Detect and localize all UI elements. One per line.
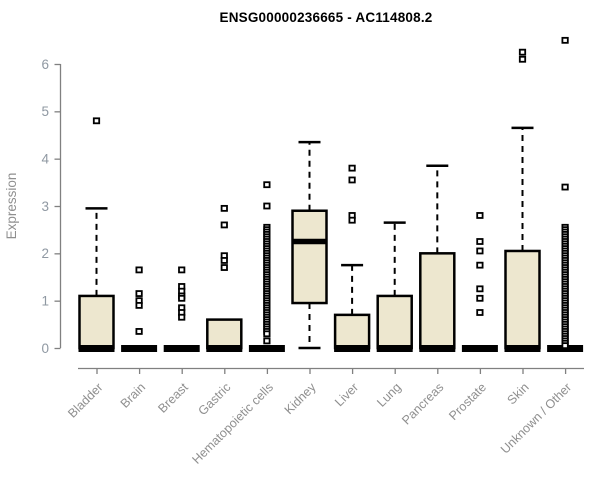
outlier-point [178,313,186,321]
outlier-point [348,216,356,224]
outlier-point [135,290,143,297]
chart-title: ENSG00000236665 - AC114808.2 [219,10,433,25]
box-group-lung [376,221,413,352]
box [333,313,371,350]
x-tick-label: Gastric [196,380,234,418]
outlier-point [476,285,484,293]
outlier-point [561,183,569,191]
x-tick-label: Bladder [65,380,105,420]
box-group-gastric [206,204,243,352]
y-axis-title: Expression [4,173,19,240]
y-tick-label: 4 [41,151,49,166]
x-tick-label: Hematopoietic cells [189,380,276,467]
median-line [248,345,285,352]
x-tick-label: Lung [374,380,404,410]
outlier-point [518,48,527,56]
outlier-point [476,261,484,269]
median-line [163,345,200,352]
x-tick-label: Pancreas [399,380,446,427]
median-line [78,345,115,352]
outlier-point [220,204,228,212]
outlier-point [263,330,271,338]
box-group-breast [163,266,200,352]
x-tick-label: Brain [118,380,149,411]
outlier-point [135,328,143,335]
outlier-point [178,294,186,302]
outlier-point [518,55,527,63]
x-tick-label: Breast [155,380,191,416]
box [376,294,413,350]
box-group-kidney [291,140,328,350]
outlier-point [178,266,186,274]
y-tick-label: 1 [41,293,49,308]
box [291,209,328,305]
x-tick-label: Liver [332,380,361,409]
median-line [376,345,413,352]
box-group-unknown-other [547,36,584,352]
outlier-point [135,266,143,274]
median-line [121,345,158,352]
outlier-point [476,212,484,219]
y-tick-label: 3 [41,199,49,214]
y-tick-label: 5 [41,104,49,119]
y-tick-label: 6 [41,57,49,72]
box [419,252,456,350]
outlier-point [263,202,271,210]
box [78,294,115,350]
box-group-bladder [78,117,115,352]
outlier-point [561,342,569,350]
median-line [206,345,243,352]
outlier-point [561,36,569,44]
outlier-point [476,238,484,245]
outlier-point [476,309,484,316]
outlier-point [476,294,484,302]
box [206,318,243,350]
box-group-pancreas [419,164,456,352]
median-line [461,345,498,352]
outlier-point [263,181,271,189]
box-group-skin [504,48,541,352]
median-line [504,345,541,352]
box-group-liver [333,164,371,352]
x-tick-label: Prostate [446,380,489,423]
box-group-prostate [461,212,498,352]
median-line [334,345,371,352]
x-tick-label: Skin [505,380,532,407]
median-line [419,345,456,352]
x-tick-label: Kidney [282,380,319,417]
box-group-hematopoietic-cells [248,181,285,352]
outlier-point [476,247,484,255]
outlier-point [220,221,228,229]
outlier-point [348,164,356,172]
box-group-brain [121,266,158,352]
box [504,249,541,350]
y-tick-label: 0 [41,341,49,356]
outlier-point [220,257,228,264]
outlier-point [348,176,356,184]
y-tick-label: 2 [41,246,49,261]
outlier-point [220,264,228,271]
outlier-point [135,301,143,309]
plot-area [78,36,584,352]
outlier-point [263,337,271,345]
outlier-point [92,117,101,125]
